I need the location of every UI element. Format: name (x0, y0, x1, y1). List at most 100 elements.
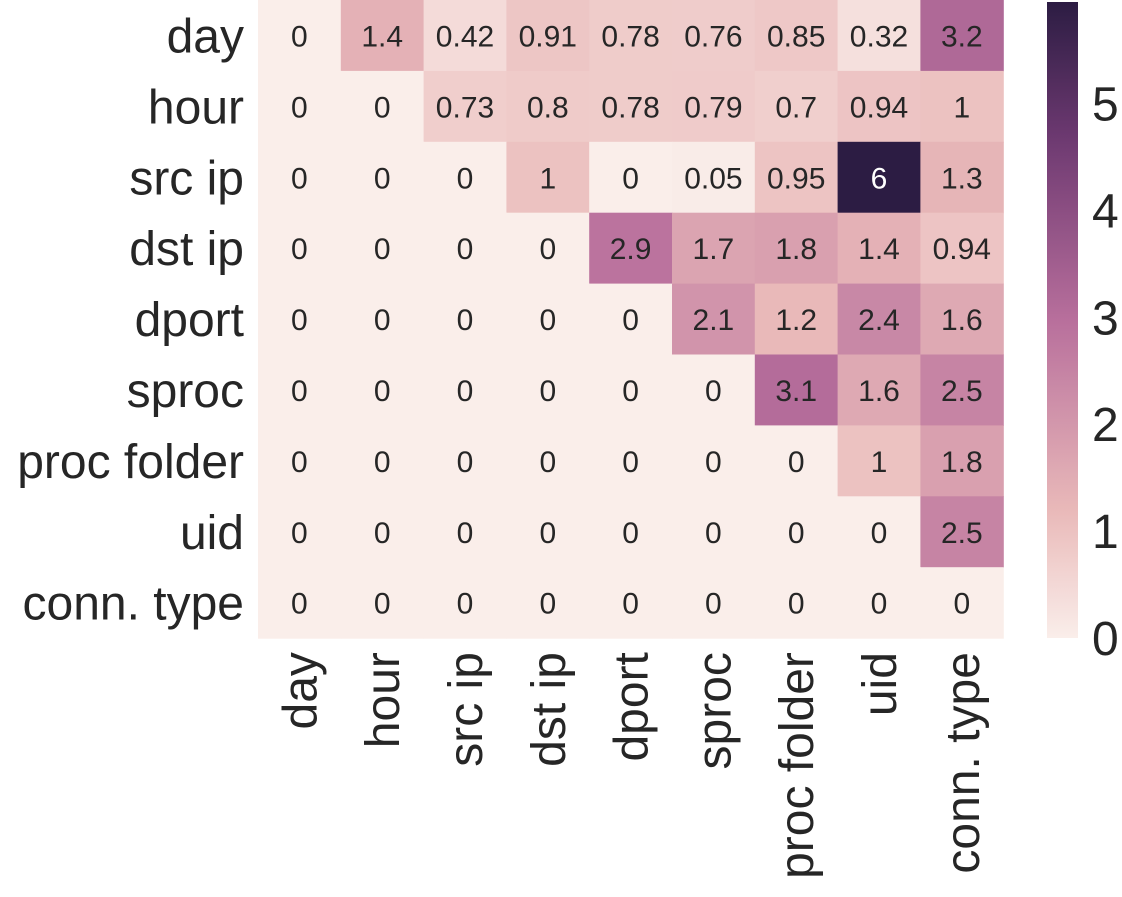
cell-value-label: 1.6 (858, 375, 900, 408)
colorbar-ticks: 0 1 2 3 4 5 (1092, 79, 1119, 666)
column-tick-label: dst ip (523, 652, 576, 767)
column-labels: day hour src ip dst ip dport sproc proc folder… (274, 652, 989, 879)
heatmap-cell (754, 283, 839, 356)
cell-value-label: 0 (457, 375, 474, 408)
heatmap-cell (589, 0, 673, 72)
cell-value-label: 0 (539, 304, 556, 337)
cell-value-label: 2.1 (693, 304, 735, 337)
heatmap-cell (589, 354, 673, 426)
column-tick-label: day (274, 652, 327, 729)
heatmap-cell (672, 283, 756, 356)
heatmap-cell (340, 283, 425, 356)
cell-value-label: 0 (291, 446, 308, 479)
cell-annotations: 0 1.4 0.42 0.91 0.78 0.76 0.85 0.32 3.20 0 0.73 0.8… (291, 20, 991, 620)
row-tick-label: src ip (129, 152, 244, 205)
cell-value-label: 0 (539, 517, 556, 550)
heatmap-cell (506, 141, 590, 214)
heatmap-cell (672, 212, 756, 285)
cell-value-label: 2.9 (610, 233, 652, 266)
cell-value-label: 0 (705, 517, 722, 550)
row-tick-label: day (167, 10, 244, 63)
heatmap-cell (506, 496, 590, 568)
cell-value-label: 0.94 (850, 91, 908, 124)
column-tick-label: uid (854, 652, 907, 716)
heatmap-cell (423, 0, 507, 72)
heatmap-cell (423, 496, 507, 568)
heatmap-cell (920, 425, 1004, 497)
heatmap-cell (754, 496, 839, 568)
cell-value-label: 0 (622, 588, 639, 621)
heatmap-cell (340, 425, 425, 497)
cell-value-label: 0 (374, 91, 391, 124)
cell-value-label: 1.8 (775, 233, 817, 266)
heatmap-cell (423, 425, 507, 497)
heatmap-cell (589, 141, 673, 214)
heatmap-cell (258, 0, 342, 72)
heatmap-cells (258, 0, 1004, 639)
heatmap-cell (672, 354, 756, 426)
column-tick-label: conn. type (937, 652, 990, 873)
heatmap-cell (589, 212, 673, 285)
cell-value-label: 0.7 (775, 91, 817, 124)
colorbar-tick-label: 4 (1092, 185, 1119, 238)
cell-value-label: 0 (539, 588, 556, 621)
heatmap-cell (258, 496, 342, 568)
heatmap-cell (837, 212, 921, 285)
column-tick-label: proc folder (771, 652, 824, 879)
cell-value-label: 0 (622, 162, 639, 195)
heatmap-cell (837, 70, 921, 143)
heatmap-cell (423, 567, 507, 639)
colorbar-tick-label: 5 (1092, 79, 1119, 132)
colorbar-gradient (1047, 2, 1078, 638)
colorbar-tick-label: 1 (1092, 506, 1119, 559)
heatmap-cell (672, 425, 756, 497)
cell-value-label: 0 (291, 162, 308, 195)
cell-value-label: 0.91 (519, 20, 577, 53)
heatmap-cell (754, 567, 839, 639)
cell-value-label: 0.32 (850, 20, 908, 53)
heatmap-cell (506, 0, 590, 72)
heatmap-cell (340, 70, 425, 143)
cell-value-label: 0 (457, 233, 474, 266)
heatmap-cell (423, 212, 507, 285)
heatmap-cell (340, 141, 425, 214)
cell-value-label: 0 (374, 162, 391, 195)
heatmap-cell (837, 496, 921, 568)
cell-value-label: 0.8 (527, 91, 569, 124)
cell-value-label: 0.85 (767, 20, 825, 53)
heatmap-cell (340, 212, 425, 285)
cell-value-label: 0 (291, 304, 308, 337)
cell-value-label: 0 (539, 375, 556, 408)
cell-value-label: 0 (788, 446, 805, 479)
cell-value-label: 2.4 (858, 304, 900, 337)
heatmap-cell (258, 141, 342, 214)
row-tick-label: hour (148, 81, 244, 134)
column-tick-label: dport (606, 652, 659, 761)
cell-value-label: 0 (374, 233, 391, 266)
cell-value-label: 0 (705, 588, 722, 621)
heatmap-cell (920, 496, 1004, 568)
column-tick-label: sproc (688, 652, 741, 769)
cell-value-label: 0 (291, 91, 308, 124)
cell-value-label: 0.79 (684, 91, 742, 124)
cell-value-label: 1.2 (775, 304, 817, 337)
colorbar-tick-label: 2 (1092, 399, 1119, 452)
cell-value-label: 0 (291, 20, 308, 53)
heatmap-cell (920, 70, 1004, 143)
column-tick-label: src ip (440, 652, 493, 767)
cell-value-label: 0 (705, 446, 722, 479)
heatmap-cell (423, 354, 507, 426)
heatmap-cell (340, 567, 425, 639)
heatmap-cell (754, 141, 839, 214)
heatmap-cell (258, 354, 342, 426)
heatmap-cell (920, 0, 1004, 72)
cell-value-label: 0 (291, 375, 308, 408)
heatmap-cell (672, 496, 756, 568)
heatmap-cell (340, 496, 425, 568)
heatmap-cell (589, 496, 673, 568)
heatmap-cell (423, 141, 507, 214)
heatmap-cell (754, 425, 839, 497)
heatmap-cell (672, 70, 756, 143)
cell-value-label: 0.78 (601, 20, 659, 53)
